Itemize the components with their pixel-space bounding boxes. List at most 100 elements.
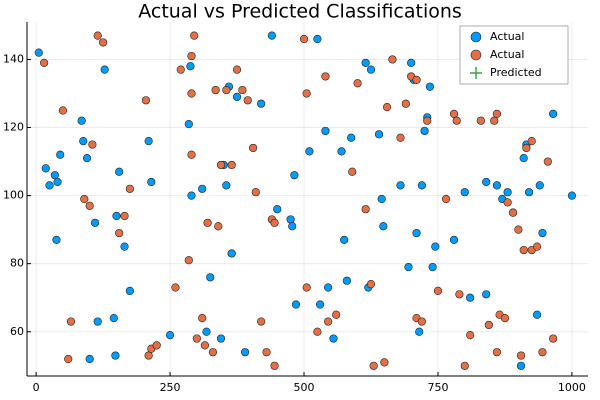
point [449,235,459,244]
point [366,65,376,74]
point [286,215,295,224]
point [125,184,134,193]
point [492,181,502,190]
point [503,198,512,207]
point [382,102,392,112]
point [270,361,279,370]
point [273,205,282,214]
point [208,348,218,357]
point [77,116,86,125]
point [82,154,92,163]
point [460,361,469,370]
point [198,314,207,323]
point [216,160,226,170]
point [374,130,384,139]
y-tick-label: 100 [3,189,24,202]
point [93,31,102,40]
point [144,351,153,360]
legend-label: Actual [490,30,524,43]
legend-swatch [470,49,482,61]
point [109,314,118,323]
point [112,211,121,221]
point [404,262,413,272]
point [200,341,209,350]
point [412,75,421,84]
point [514,225,523,234]
point [315,300,325,309]
point [85,354,94,364]
point [171,283,180,292]
point [549,334,558,343]
point [291,300,301,309]
point [120,211,129,221]
point [186,62,195,71]
point [176,65,185,74]
point [120,242,129,251]
x-tick-label: 750 [427,381,448,394]
point [227,160,236,170]
point [543,157,552,166]
point [50,171,59,180]
point [206,273,215,282]
point [321,72,330,81]
point [125,286,134,296]
point [567,191,577,200]
point [490,116,499,125]
point [549,109,558,119]
point [262,348,271,357]
point [216,334,226,343]
point [34,48,43,57]
point [484,320,493,330]
point [165,331,175,340]
point [251,188,260,197]
point [492,348,502,357]
point [348,167,357,176]
legend-label: Actual [490,48,524,61]
point [187,150,196,159]
point [214,222,223,231]
point [324,317,333,326]
point [361,58,370,67]
point [267,31,276,40]
point [361,205,370,214]
point [41,164,50,173]
point [211,85,220,95]
point [288,222,297,231]
point [524,188,534,197]
point [482,290,491,299]
point [222,85,231,95]
point [407,58,416,67]
point [388,55,397,64]
point [377,194,386,204]
point [85,201,94,210]
point [305,147,314,156]
point [532,310,542,319]
point [184,256,193,265]
point [232,92,242,101]
legend-label: Predicted [490,66,542,79]
point [423,116,432,125]
point [40,58,49,67]
point [257,317,266,326]
point [58,106,67,115]
y-tick-label: 140 [3,52,24,65]
point [466,331,475,340]
point [313,327,322,336]
point [433,286,443,296]
point [53,177,62,187]
point [396,181,405,190]
point [302,89,311,98]
point [516,361,526,370]
point [45,181,54,190]
point [313,34,322,44]
point [535,181,544,190]
chart-title: Actual vs Predicted Classifications [138,1,462,23]
point [115,167,124,176]
point [332,310,341,319]
point [401,99,410,108]
point [482,177,491,187]
point [527,137,536,146]
point [321,126,330,136]
point [466,293,475,302]
